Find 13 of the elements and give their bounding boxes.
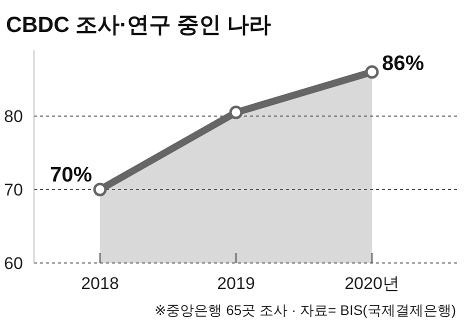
data-label: 70%: [50, 164, 92, 187]
text: ※중앙은행 65곳 조사 · 자료= BIS(국제결제은행): [154, 302, 456, 318]
x-tick-label: 2019: [217, 274, 255, 293]
point: [365, 65, 379, 79]
point: [229, 106, 243, 120]
y-tick-label: 80: [4, 107, 23, 126]
chart-title: CBDC 조사·연구 중인 나라: [6, 12, 272, 37]
y-tick-label: 60: [4, 254, 23, 273]
data-label: 86%: [382, 52, 424, 76]
y-tick-label: 70: [4, 180, 23, 200]
point: [93, 182, 107, 196]
x-tick-label: 2020년: [344, 274, 400, 293]
x-tick-label: 2018: [81, 274, 119, 293]
